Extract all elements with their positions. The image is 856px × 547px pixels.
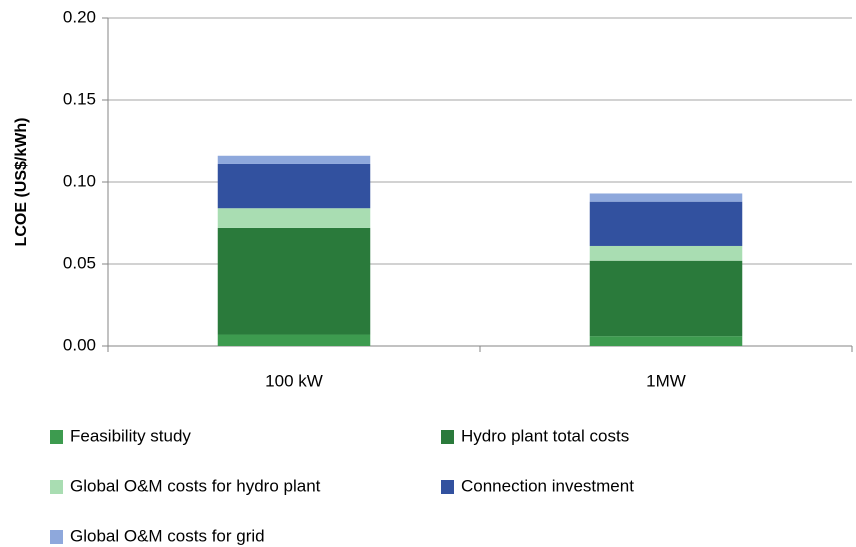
bar-segment xyxy=(217,227,371,335)
bar-segment xyxy=(589,201,743,246)
legend-swatch xyxy=(441,430,454,444)
y-tick-label: 0.10 xyxy=(63,171,96,190)
y-tick-label: 0.00 xyxy=(63,335,96,354)
x-tick-label: 100 kW xyxy=(265,371,323,390)
bar-segment xyxy=(589,336,743,346)
bar-segment xyxy=(217,208,371,228)
y-axis-label: LCOE (US$/kWh) xyxy=(13,118,30,247)
y-tick-label: 0.15 xyxy=(63,89,96,108)
legend-label: Global O&M costs for hydro plant xyxy=(70,476,321,495)
bar-segment xyxy=(217,155,371,164)
bar-segment xyxy=(217,334,371,346)
bar-segment xyxy=(589,260,743,337)
legend-swatch xyxy=(50,430,63,444)
legend-label: Hydro plant total costs xyxy=(461,426,629,445)
y-tick-label: 0.20 xyxy=(63,7,96,26)
x-tick-label: 1MW xyxy=(646,371,686,390)
legend-swatch xyxy=(441,480,454,494)
bar-segment xyxy=(217,163,371,209)
bar-segment xyxy=(589,245,743,261)
legend-label: Global O&M costs for grid xyxy=(70,526,265,545)
legend-swatch xyxy=(50,480,63,494)
y-tick-label: 0.05 xyxy=(63,253,96,272)
bar-segment xyxy=(589,193,743,202)
legend-label: Feasibility study xyxy=(70,426,191,445)
legend-label: Connection investment xyxy=(461,476,634,495)
legend-swatch xyxy=(50,530,63,544)
